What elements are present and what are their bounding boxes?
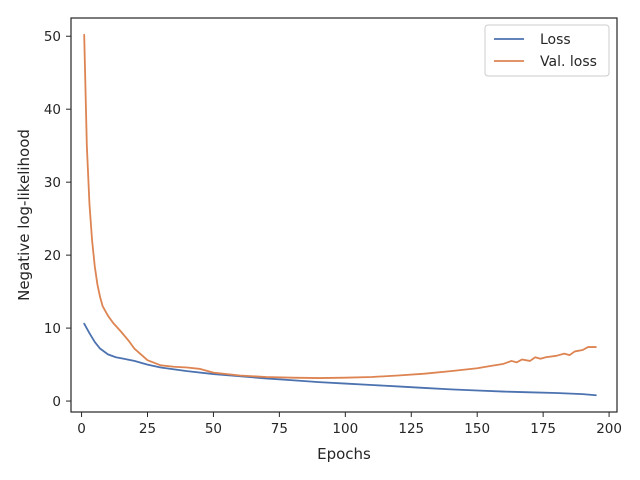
- legend-label-loss: Loss: [540, 32, 571, 48]
- plot-frame: [70, 17, 618, 413]
- legend-label-val-loss: Val. loss: [540, 54, 597, 70]
- series-line-val-loss: [83, 33, 597, 379]
- x-tick-label: 50: [205, 421, 222, 437]
- legend: Loss Val. loss: [484, 24, 610, 77]
- x-tick-label: 100: [332, 421, 358, 437]
- y-axis-label: Negative log-likelihood: [15, 129, 33, 301]
- x-axis-ticks: 0 25 50 75 100 125 150 175 200: [77, 412, 622, 437]
- x-tick-label: 125: [398, 421, 424, 437]
- x-axis-label: Epochs: [317, 445, 371, 463]
- y-tick-label: 30: [44, 175, 61, 191]
- series-line-loss: [83, 322, 597, 397]
- x-tick-label: 25: [139, 421, 156, 437]
- x-tick-label: 200: [596, 421, 622, 437]
- y-axis-ticks: 0 10 20 30 40 50: [44, 29, 71, 410]
- y-tick-label: 10: [44, 321, 61, 337]
- y-tick-label: 0: [52, 394, 61, 410]
- legend-box: [484, 24, 610, 77]
- x-tick-label: 150: [464, 421, 490, 437]
- x-tick-label: 0: [77, 421, 86, 437]
- y-tick-label: 20: [44, 248, 61, 264]
- y-tick-label: 40: [44, 102, 61, 118]
- x-tick-label: 175: [530, 421, 556, 437]
- plot-lines: [83, 33, 597, 397]
- y-tick-label: 50: [44, 29, 61, 45]
- x-tick-label: 75: [271, 421, 288, 437]
